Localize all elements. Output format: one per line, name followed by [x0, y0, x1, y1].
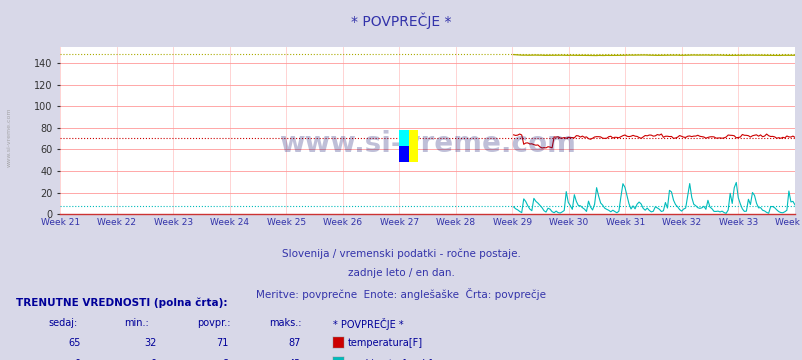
Text: * POVPREČJE *: * POVPREČJE * — [350, 13, 452, 29]
Text: Week 27: Week 27 — [379, 218, 419, 227]
Text: 0: 0 — [74, 359, 80, 360]
Text: www.si-vreme.com: www.si-vreme.com — [6, 107, 11, 167]
Text: 43: 43 — [289, 359, 301, 360]
Bar — [399, 130, 408, 162]
Text: povpr.:: povpr.: — [196, 318, 230, 328]
Text: maks.:: maks.: — [269, 318, 301, 328]
Text: Week 25: Week 25 — [266, 218, 306, 227]
Text: 0: 0 — [150, 359, 156, 360]
Text: Week 28: Week 28 — [435, 218, 475, 227]
Bar — [399, 130, 417, 162]
Text: Week 22: Week 22 — [97, 218, 136, 227]
Text: Week 32: Week 32 — [662, 218, 701, 227]
Text: Week 26: Week 26 — [323, 218, 362, 227]
Text: Week 24: Week 24 — [210, 218, 249, 227]
Text: zadnje leto / en dan.: zadnje leto / en dan. — [347, 268, 455, 278]
Text: 8: 8 — [222, 359, 229, 360]
Text: min.:: min.: — [124, 318, 149, 328]
Text: * POVPREČJE *: * POVPREČJE * — [333, 318, 403, 330]
Text: sedaj:: sedaj: — [48, 318, 77, 328]
Text: www.si-vreme.com: www.si-vreme.com — [279, 130, 575, 158]
Text: Meritve: povprečne  Enote: anglešaške  Črta: povprečje: Meritve: povprečne Enote: anglešaške Črt… — [256, 288, 546, 300]
Text: 65: 65 — [68, 338, 80, 348]
Text: 32: 32 — [144, 338, 156, 348]
Text: Week 23: Week 23 — [153, 218, 192, 227]
Text: Week 30: Week 30 — [549, 218, 588, 227]
Bar — [399, 146, 408, 162]
Text: Week 33: Week 33 — [718, 218, 757, 227]
Text: TRENUTNE VREDNOSTI (polna črta):: TRENUTNE VREDNOSTI (polna črta): — [16, 297, 227, 307]
Text: Week 31: Week 31 — [605, 218, 644, 227]
Text: 71: 71 — [217, 338, 229, 348]
Text: temperatura[F]: temperatura[F] — [347, 338, 423, 348]
Text: 87: 87 — [289, 338, 301, 348]
Text: Week 34: Week 34 — [775, 218, 802, 227]
Text: Slovenija / vremenski podatki - ročne postaje.: Slovenija / vremenski podatki - ročne po… — [282, 248, 520, 259]
Text: sunki vetra[mph]: sunki vetra[mph] — [347, 359, 431, 360]
Text: Week 21: Week 21 — [41, 218, 79, 227]
Text: Week 29: Week 29 — [492, 218, 531, 227]
